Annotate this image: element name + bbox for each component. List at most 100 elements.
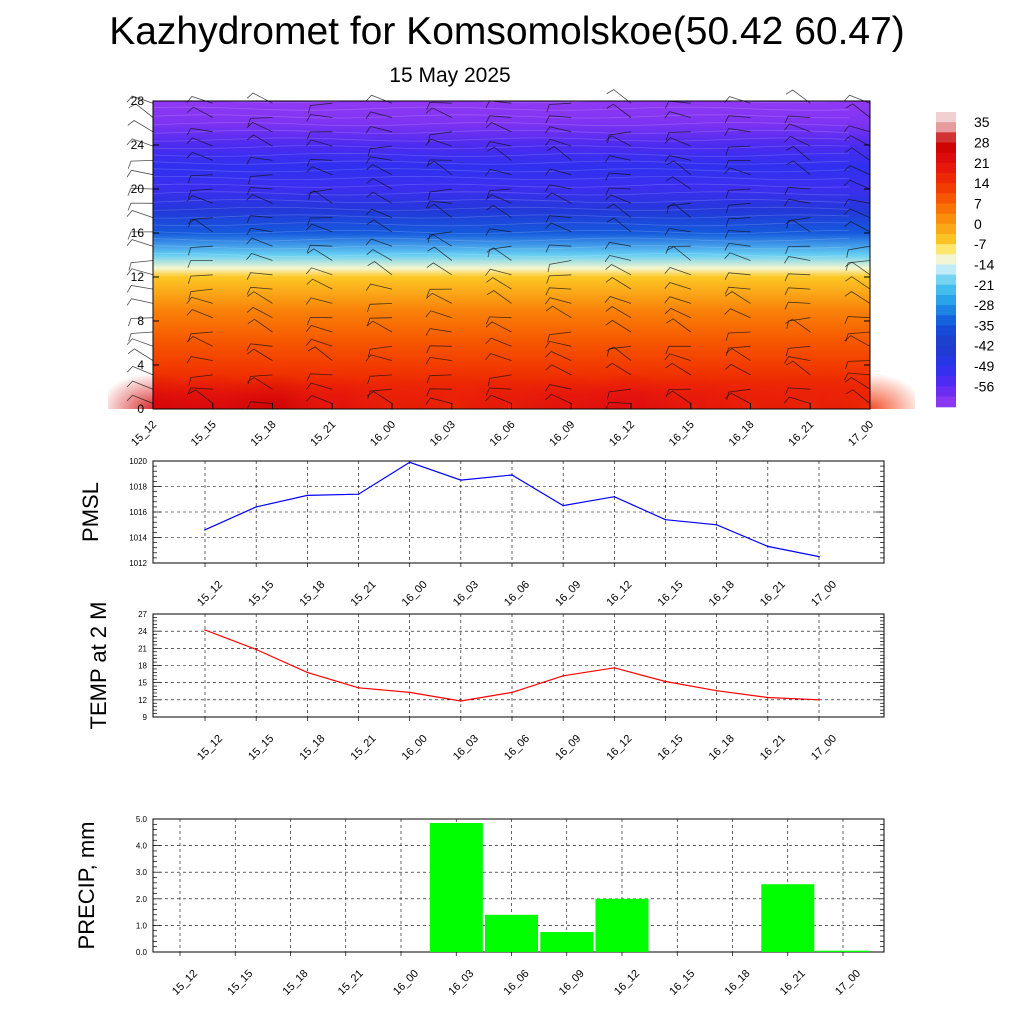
wind-barb [785, 89, 811, 104]
x-tick-label: 15_15 [246, 733, 276, 763]
wind-barb [844, 221, 871, 233]
y-tick-label: 5.0 [136, 815, 148, 824]
x-tick-label: 16_00 [400, 579, 430, 609]
wind-barb [843, 165, 871, 176]
colorbar-swatch [936, 366, 956, 377]
wind-barb [845, 389, 871, 404]
wind-barb [666, 318, 692, 333]
x-tick-label: 16_12 [612, 968, 642, 998]
colorbar-swatch [936, 244, 956, 255]
wind-barb [246, 134, 273, 147]
y-tick-label: 24 [131, 138, 145, 152]
x-tick-label: 16_00 [400, 733, 430, 763]
wind-barb [126, 210, 154, 218]
x-tick-label: 15_21 [349, 579, 379, 609]
data-point [562, 675, 564, 677]
y-tick-label: 1.0 [136, 921, 148, 930]
wind-barb [427, 203, 453, 218]
wind-barb [365, 354, 393, 362]
colorbar-label: -21 [974, 277, 994, 293]
contour-line [152, 106, 850, 111]
wind-barb [724, 115, 751, 124]
wind-barb [305, 139, 333, 147]
wind-barb [426, 101, 452, 110]
wind-barb [664, 267, 691, 276]
wind-barb [485, 122, 512, 133]
wind-barb [725, 188, 751, 199]
wind-barb [127, 120, 154, 133]
wind-barb [844, 372, 871, 381]
colorbar-label: 21 [974, 155, 990, 171]
wind-barb [246, 272, 273, 280]
x-tick-label: 16_06 [488, 419, 518, 449]
wind-barb [545, 192, 572, 204]
wind-barb [786, 145, 811, 161]
wind-barb [487, 245, 512, 258]
colorbar-swatch [936, 386, 956, 398]
y-axis-title: PMSL [78, 482, 103, 542]
wind-barb [366, 177, 393, 190]
contour-line [152, 175, 850, 181]
x-tick-label: 15_18 [297, 579, 327, 609]
wind-barb [126, 298, 154, 306]
wind-barb [126, 394, 154, 404]
colorbar-swatch [936, 274, 956, 286]
wind-barb [187, 274, 213, 284]
wind-barb [126, 169, 154, 178]
wind-barb [366, 164, 393, 176]
colorbar-swatch [936, 152, 956, 164]
wind-barb [426, 345, 452, 354]
wind-barb [127, 231, 153, 240]
wind-barb [127, 202, 154, 211]
wind-barb [605, 264, 632, 276]
wind-barb [367, 345, 393, 357]
x-tick-label: 16_09 [557, 968, 587, 998]
wind-barb [724, 167, 751, 176]
wind-barb [843, 125, 871, 133]
wind-barb [305, 297, 333, 305]
colorbar-swatch [936, 294, 956, 306]
wind-barb [305, 382, 333, 390]
wind-barb [605, 172, 632, 181]
y-tick-label: 0.0 [136, 948, 148, 957]
wind-barb [486, 146, 512, 161]
wind-barb [126, 239, 154, 247]
wind-barb [845, 147, 871, 161]
x-tick-label: 16_15 [656, 579, 686, 609]
wind-barb [547, 260, 572, 273]
data-point [613, 495, 616, 498]
wind-barb [246, 121, 273, 133]
x-tick-label: 16_03 [446, 968, 476, 998]
wind-barb [547, 331, 572, 343]
wind-barb [785, 360, 811, 376]
wind-barb [786, 160, 811, 176]
wind-barb [545, 393, 572, 404]
wind-barb [186, 106, 213, 118]
wind-barb [546, 274, 572, 284]
x-tick-label: 16_03 [451, 579, 481, 609]
colorbar-swatch [936, 254, 956, 266]
y-tick-label: 16 [131, 226, 145, 240]
data-point [460, 700, 462, 702]
wind-barb [186, 137, 213, 147]
wind-barb [843, 208, 871, 218]
wind-barb [784, 301, 811, 310]
y-tick-label: 28 [131, 94, 145, 108]
wind-barb [844, 377, 871, 390]
wind-barb [367, 388, 393, 399]
x-tick-label: 17_00 [833, 968, 863, 998]
colorbar-label: -28 [974, 297, 994, 313]
wind-barb [545, 184, 572, 192]
wind-barb [485, 194, 512, 204]
wind-barb [605, 319, 632, 333]
wind-barb [724, 308, 751, 319]
precip-bar [816, 950, 870, 952]
wind-barb [784, 136, 811, 147]
wind-barb [486, 188, 512, 199]
wind-barb [425, 138, 452, 147]
precip-bar [429, 823, 483, 952]
wind-barb [724, 252, 751, 261]
wind-barb [604, 296, 632, 304]
contour-line [152, 152, 850, 157]
wind-barb [544, 126, 572, 134]
